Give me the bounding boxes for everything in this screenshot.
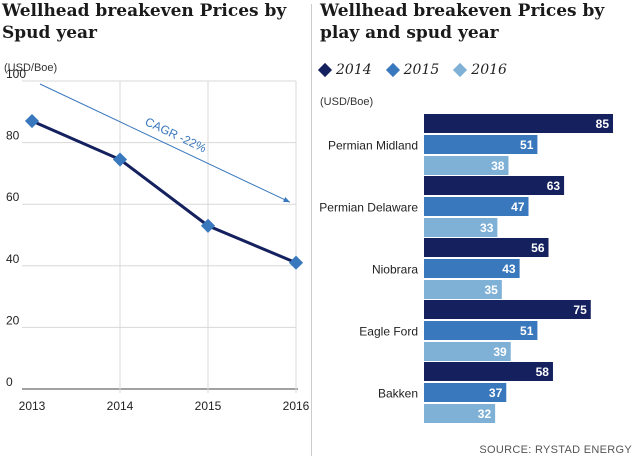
bar-value-label: 47 [511,200,525,214]
bar [424,197,529,216]
trend-arrowhead [283,196,290,203]
bar-value-label: 51 [520,324,534,338]
legend: 2014 2015 2016 [317,62,507,78]
bar [424,280,502,299]
legend-item-2016: 2016 [453,62,507,78]
bar [424,135,538,154]
data-point [288,255,304,270]
right-unit-label: (USD/Boe) [320,96,374,108]
legend-item-2015: 2015 [385,62,440,78]
x-tick-label: 2016 [283,399,310,413]
source-note: SOURCE: RYSTAD ENERGY [479,444,632,456]
bar [424,404,496,423]
category-label: Eagle Ford [359,325,418,339]
legend-label-2016: 2016 [471,62,507,78]
y-tick-label: 40 [6,252,20,266]
category-label: Niobrara [372,263,418,277]
y-tick-label: 20 [6,313,20,327]
trend-line [39,83,291,203]
x-tick-label: 2014 [107,399,134,413]
bar-value-label: 38 [491,159,505,173]
bar-value-label: 58 [536,365,550,379]
y-tick-label: 0 [6,375,13,389]
data-point [24,113,40,129]
left-chart-title: Wellhead breakeven Prices by Spud year [2,1,287,43]
category-label: Permian Midland [328,139,418,153]
bar [424,383,507,402]
bar-value-label: 51 [520,138,534,152]
panel-divider [311,4,312,456]
bar-value-label: 56 [531,241,545,255]
right-chart-title: Wellhead breakeven Prices by play and sp… [320,1,605,43]
data-point [200,218,216,233]
bar-value-label: 63 [547,179,561,193]
bar-value-label: 75 [573,303,587,317]
bar [424,259,520,278]
bar [424,342,511,361]
bar-value-label: 43 [502,262,516,276]
legend-item-2014: 2014 [317,62,372,78]
category-label: Bakken [378,387,418,401]
bar-value-label: 37 [489,386,503,400]
bar [424,114,613,133]
y-tick-label: 80 [6,129,20,143]
bar [424,362,553,381]
x-tick-label: 2013 [19,399,46,413]
series-line [31,119,297,265]
left-y-unit-label: (USD/Boe) [4,62,58,74]
y-tick-label: 60 [6,190,20,204]
bar-value-label: 33 [480,221,494,235]
y-tick-label: 100 [6,67,26,81]
legend-label-2014: 2014 [336,62,372,78]
bar-value-label: 35 [484,283,498,297]
bar [424,321,538,340]
bar-value-label: 85 [596,117,610,131]
bar [424,156,509,175]
bar-value-label: 32 [478,407,492,421]
trend-label: CAGR -22% [143,115,209,156]
bar [424,218,498,237]
x-tick-label: 2015 [195,399,222,413]
legend-label-2015: 2015 [403,62,440,78]
bar [424,300,591,319]
bar [424,238,549,257]
category-label: Permian Delaware [319,201,418,215]
bar [424,176,565,195]
bar-value-label: 39 [493,345,507,359]
